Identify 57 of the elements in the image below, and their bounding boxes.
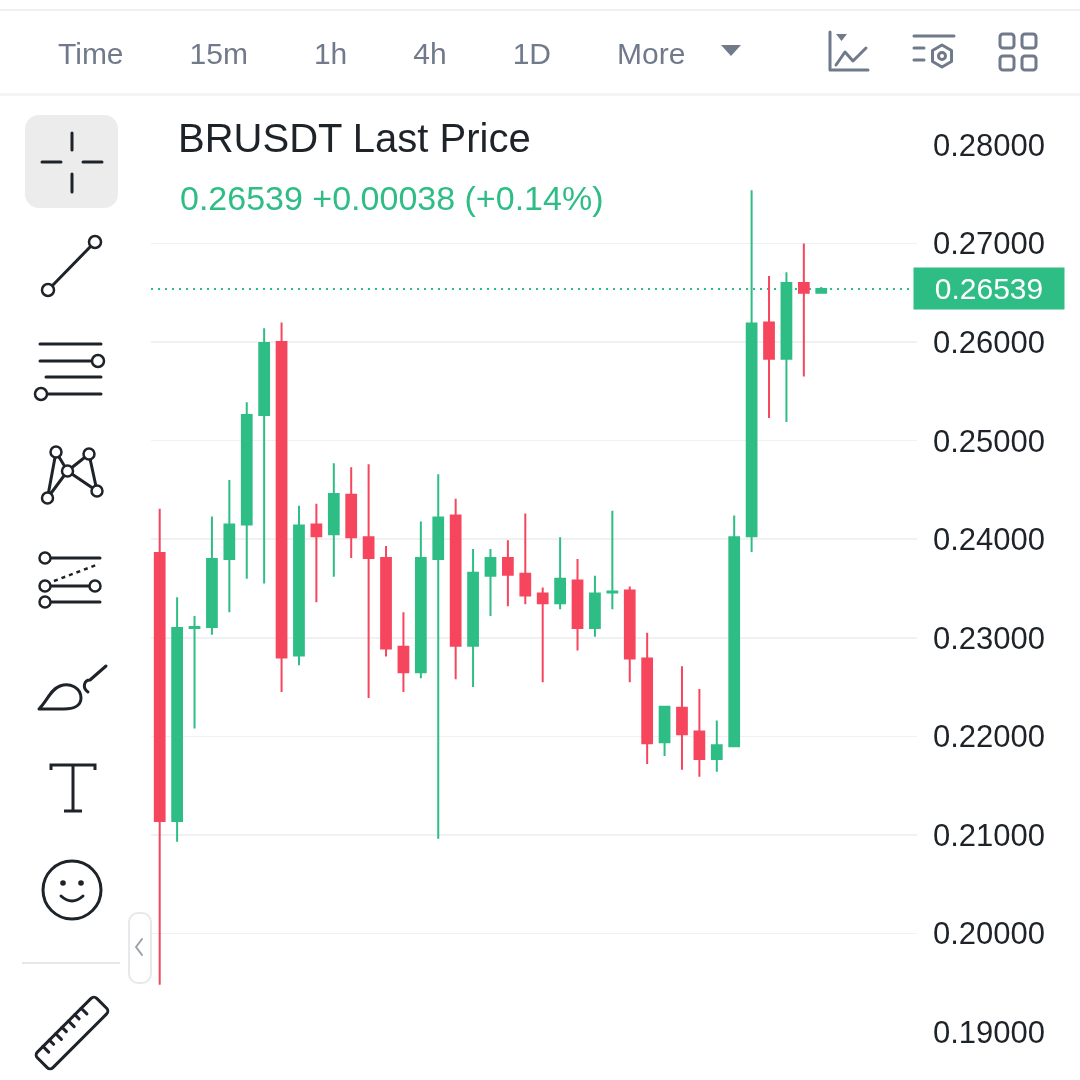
- y-tick-label: 0.21000: [933, 817, 1046, 853]
- y-tick-label: 0.27000: [933, 226, 1046, 262]
- candlestick: [554, 536, 566, 611]
- text: 0.26539 +0.00038 (+0.14%): [180, 179, 604, 217]
- candlestick: [380, 545, 392, 658]
- y-tick-label: 0.22000: [933, 719, 1046, 755]
- chart-title: BRUSDT Last Price: [178, 116, 531, 160]
- candlestick: [641, 631, 654, 765]
- y-tick-label: 0.26000: [933, 324, 1046, 360]
- ref-line-label: 0.26539: [934, 272, 1044, 305]
- candlestick: [327, 462, 340, 578]
- candlestick: [414, 520, 427, 680]
- text: Time: [58, 36, 124, 72]
- candlestick: [223, 479, 236, 614]
- candlestick: [484, 548, 497, 618]
- text: 4h: [413, 36, 447, 72]
- text: More: [617, 36, 686, 72]
- candlestick: [502, 539, 514, 608]
- candlestick: [519, 512, 532, 606]
- candlestick: [293, 504, 305, 667]
- candlestick: [571, 557, 584, 652]
- candlestick: [693, 688, 706, 778]
- y-tick-label: 0.25000: [933, 423, 1046, 459]
- y-tick-label: 0.23000: [933, 620, 1046, 656]
- candlestick: [432, 473, 445, 840]
- candlestick: [589, 574, 601, 638]
- candlestick: [449, 497, 462, 681]
- candlestick: [763, 275, 775, 419]
- candlestick: [188, 615, 201, 730]
- text: 1h: [313, 36, 348, 72]
- candlestick: [345, 466, 358, 559]
- text: 15m: [189, 36, 248, 72]
- candlestick: [397, 611, 410, 693]
- candlestick: [362, 463, 375, 699]
- y-tick-label: 0.24000: [933, 522, 1046, 558]
- candlestick: [171, 596, 183, 843]
- candlestick: [310, 502, 323, 604]
- text: 1D: [512, 36, 552, 72]
- candlestick: [728, 514, 741, 749]
- y-tick-label: 0.28000: [933, 127, 1046, 163]
- candlestick: [658, 704, 671, 758]
- candlestick: [606, 509, 619, 611]
- candlestick: [623, 585, 636, 684]
- candlestick: [815, 285, 828, 295]
- candlestick: [206, 515, 218, 636]
- candlestick: [275, 321, 288, 693]
- y-tick-label: 0.19000: [933, 1014, 1046, 1050]
- candlestick: [153, 507, 166, 986]
- candlestick: [797, 242, 810, 378]
- candlestick: [258, 327, 271, 585]
- candlestick: [676, 665, 688, 771]
- candlestick: [240, 401, 253, 580]
- candlestick: [710, 719, 723, 773]
- candlestick: [467, 548, 479, 689]
- candlestick: [536, 586, 549, 684]
- candlestick: [780, 271, 793, 423]
- y-tick-label: 0.20000: [933, 916, 1046, 952]
